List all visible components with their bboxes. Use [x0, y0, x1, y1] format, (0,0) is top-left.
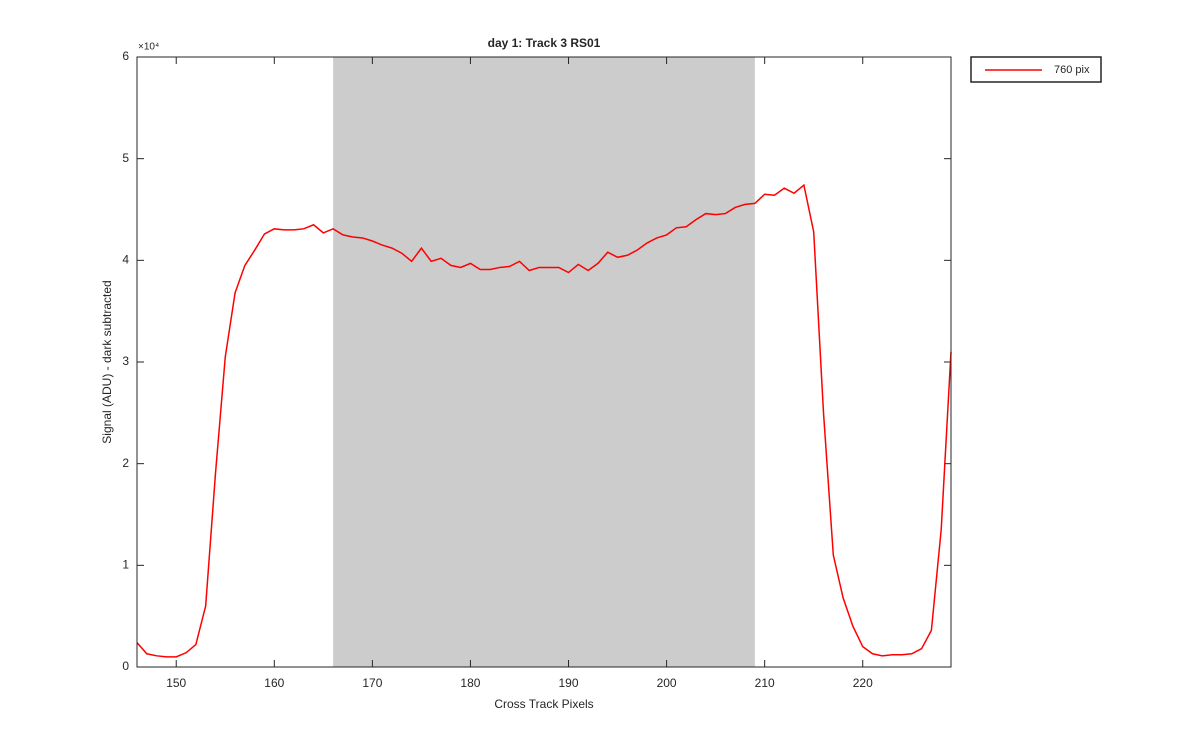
legend-label: 760 pix [1054, 64, 1090, 76]
plot-frame [136, 56, 952, 668]
data-line [136, 183, 952, 658]
x-axis-label: Cross Track Pixels [494, 697, 593, 711]
y-tick-label: 5 [122, 151, 129, 165]
y-tick-label: 1 [122, 558, 129, 572]
shaded-region [333, 57, 755, 667]
x-tick-label: 160 [264, 676, 284, 690]
x-tick-label: 210 [755, 676, 775, 690]
y-tick-label: 4 [122, 253, 129, 267]
y-tick-label: 3 [122, 354, 129, 368]
x-tick-label: 170 [362, 676, 382, 690]
y-exponent-label: ×10⁴ [138, 42, 159, 53]
x-tick-label: 190 [559, 676, 579, 690]
y-tick-label: 0 [122, 659, 129, 673]
y-axis-label: Signal (ADU) - dark subtracted [100, 280, 114, 443]
y-tick-label: 6 [122, 49, 129, 63]
x-tick-label: 180 [460, 676, 480, 690]
y-tick-label: 2 [122, 456, 129, 470]
chart-title: day 1: Track 3 RS01 [488, 36, 601, 50]
x-tick-label: 200 [657, 676, 677, 690]
x-tick-label: 220 [853, 676, 873, 690]
x-tick-label: 150 [166, 676, 186, 690]
